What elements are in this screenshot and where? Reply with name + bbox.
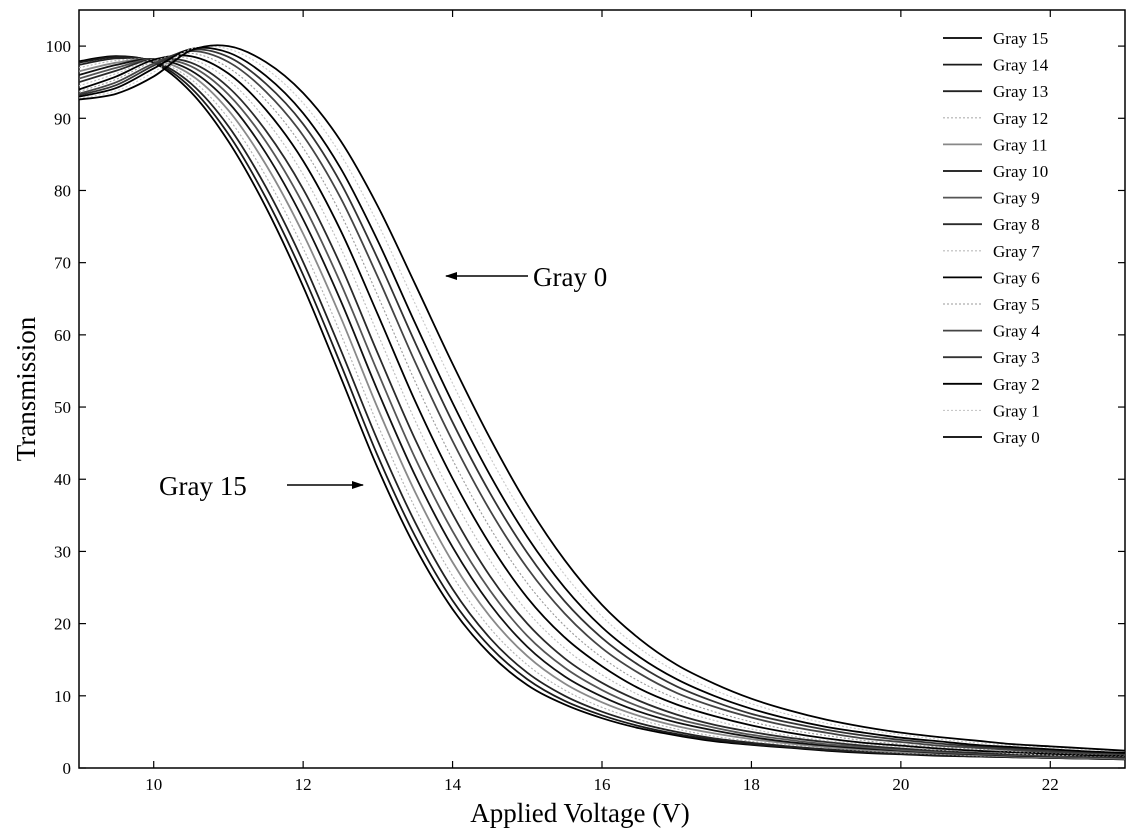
series-line-gray-11 xyxy=(79,58,1125,760)
x-axis-ticks: 10 12 14 16 18 20 22 xyxy=(145,10,1059,794)
series-line-gray-4 xyxy=(79,50,1125,756)
y-tick-label: 30 xyxy=(54,542,71,561)
series-line-gray-7 xyxy=(79,56,1125,757)
legend-label-gray-8: Gray 8 xyxy=(993,215,1040,234)
legend-label-gray-11: Gray 11 xyxy=(993,135,1048,154)
y-tick-label: 100 xyxy=(46,37,72,56)
y-tick-label: 20 xyxy=(54,615,71,634)
legend-label-gray-1: Gray 1 xyxy=(993,401,1040,420)
x-tick-label: 12 xyxy=(295,775,312,794)
legend-label-gray-0: Gray 0 xyxy=(993,428,1040,447)
legend-label-gray-14: Gray 14 xyxy=(993,56,1049,75)
legend-label-gray-10: Gray 10 xyxy=(993,162,1048,181)
x-tick-label: 18 xyxy=(743,775,760,794)
y-tick-label: 90 xyxy=(54,109,71,128)
legend-label-gray-7: Gray 7 xyxy=(993,242,1040,261)
legend-label-gray-15: Gray 15 xyxy=(993,29,1048,48)
x-axis-title: Applied Voltage (V) xyxy=(470,798,689,828)
series-line-gray-3 xyxy=(79,48,1125,755)
y-tick-label: 70 xyxy=(54,254,71,273)
annotations: Gray 0 Gray 15 xyxy=(159,262,607,501)
legend-label-gray-9: Gray 9 xyxy=(993,189,1040,208)
legend: Gray 15 Gray 14 Gray 13 Gray 12 Gray 11 Gray … xyxy=(943,29,1049,447)
y-tick-label: 80 xyxy=(54,181,71,200)
plot-frame xyxy=(78,9,1126,769)
legend-label-gray-3: Gray 3 xyxy=(993,348,1040,367)
x-tick-label: 14 xyxy=(444,775,462,794)
y-tick-label: 50 xyxy=(54,398,71,417)
annotation-label-gray-15: Gray 15 xyxy=(159,471,247,501)
series-line-gray-9 xyxy=(79,58,1125,759)
series-line-gray-15 xyxy=(79,55,1125,761)
series-line-gray-10 xyxy=(79,58,1125,759)
x-tick-label: 22 xyxy=(1042,775,1059,794)
annotation-label-gray-0: Gray 0 xyxy=(533,262,607,292)
series-line-gray-1 xyxy=(79,45,1125,752)
series-line-gray-0 xyxy=(79,44,1125,752)
legend-label-gray-13: Gray 13 xyxy=(993,82,1048,101)
series-line-gray-5 xyxy=(79,52,1125,756)
legend-label-gray-6: Gray 6 xyxy=(993,268,1040,287)
series-line-gray-8 xyxy=(79,57,1125,759)
x-tick-label: 20 xyxy=(892,775,909,794)
series-line-gray-12 xyxy=(79,58,1125,760)
series-line-gray-13 xyxy=(79,57,1125,760)
series-line-gray-14 xyxy=(79,55,1125,761)
y-tick-label: 40 xyxy=(54,470,71,489)
x-tick-label: 16 xyxy=(594,775,611,794)
legend-label-gray-5: Gray 5 xyxy=(993,295,1040,314)
y-axis-ticks: 0 10 20 30 40 50 60 70 80 90 100 xyxy=(46,37,1125,778)
x-tick-label: 10 xyxy=(145,775,162,794)
series-line-gray-2 xyxy=(79,46,1125,754)
series-lines xyxy=(79,44,1125,761)
legend-label-gray-12: Gray 12 xyxy=(993,109,1048,128)
y-tick-label: 10 xyxy=(54,687,71,706)
y-axis-title: Transmission xyxy=(11,316,41,461)
legend-label-gray-2: Gray 2 xyxy=(993,375,1040,394)
series-line-gray-6 xyxy=(79,54,1125,757)
y-tick-label: 60 xyxy=(54,326,71,345)
legend-label-gray-4: Gray 4 xyxy=(993,322,1040,341)
y-tick-label: 0 xyxy=(63,759,72,778)
